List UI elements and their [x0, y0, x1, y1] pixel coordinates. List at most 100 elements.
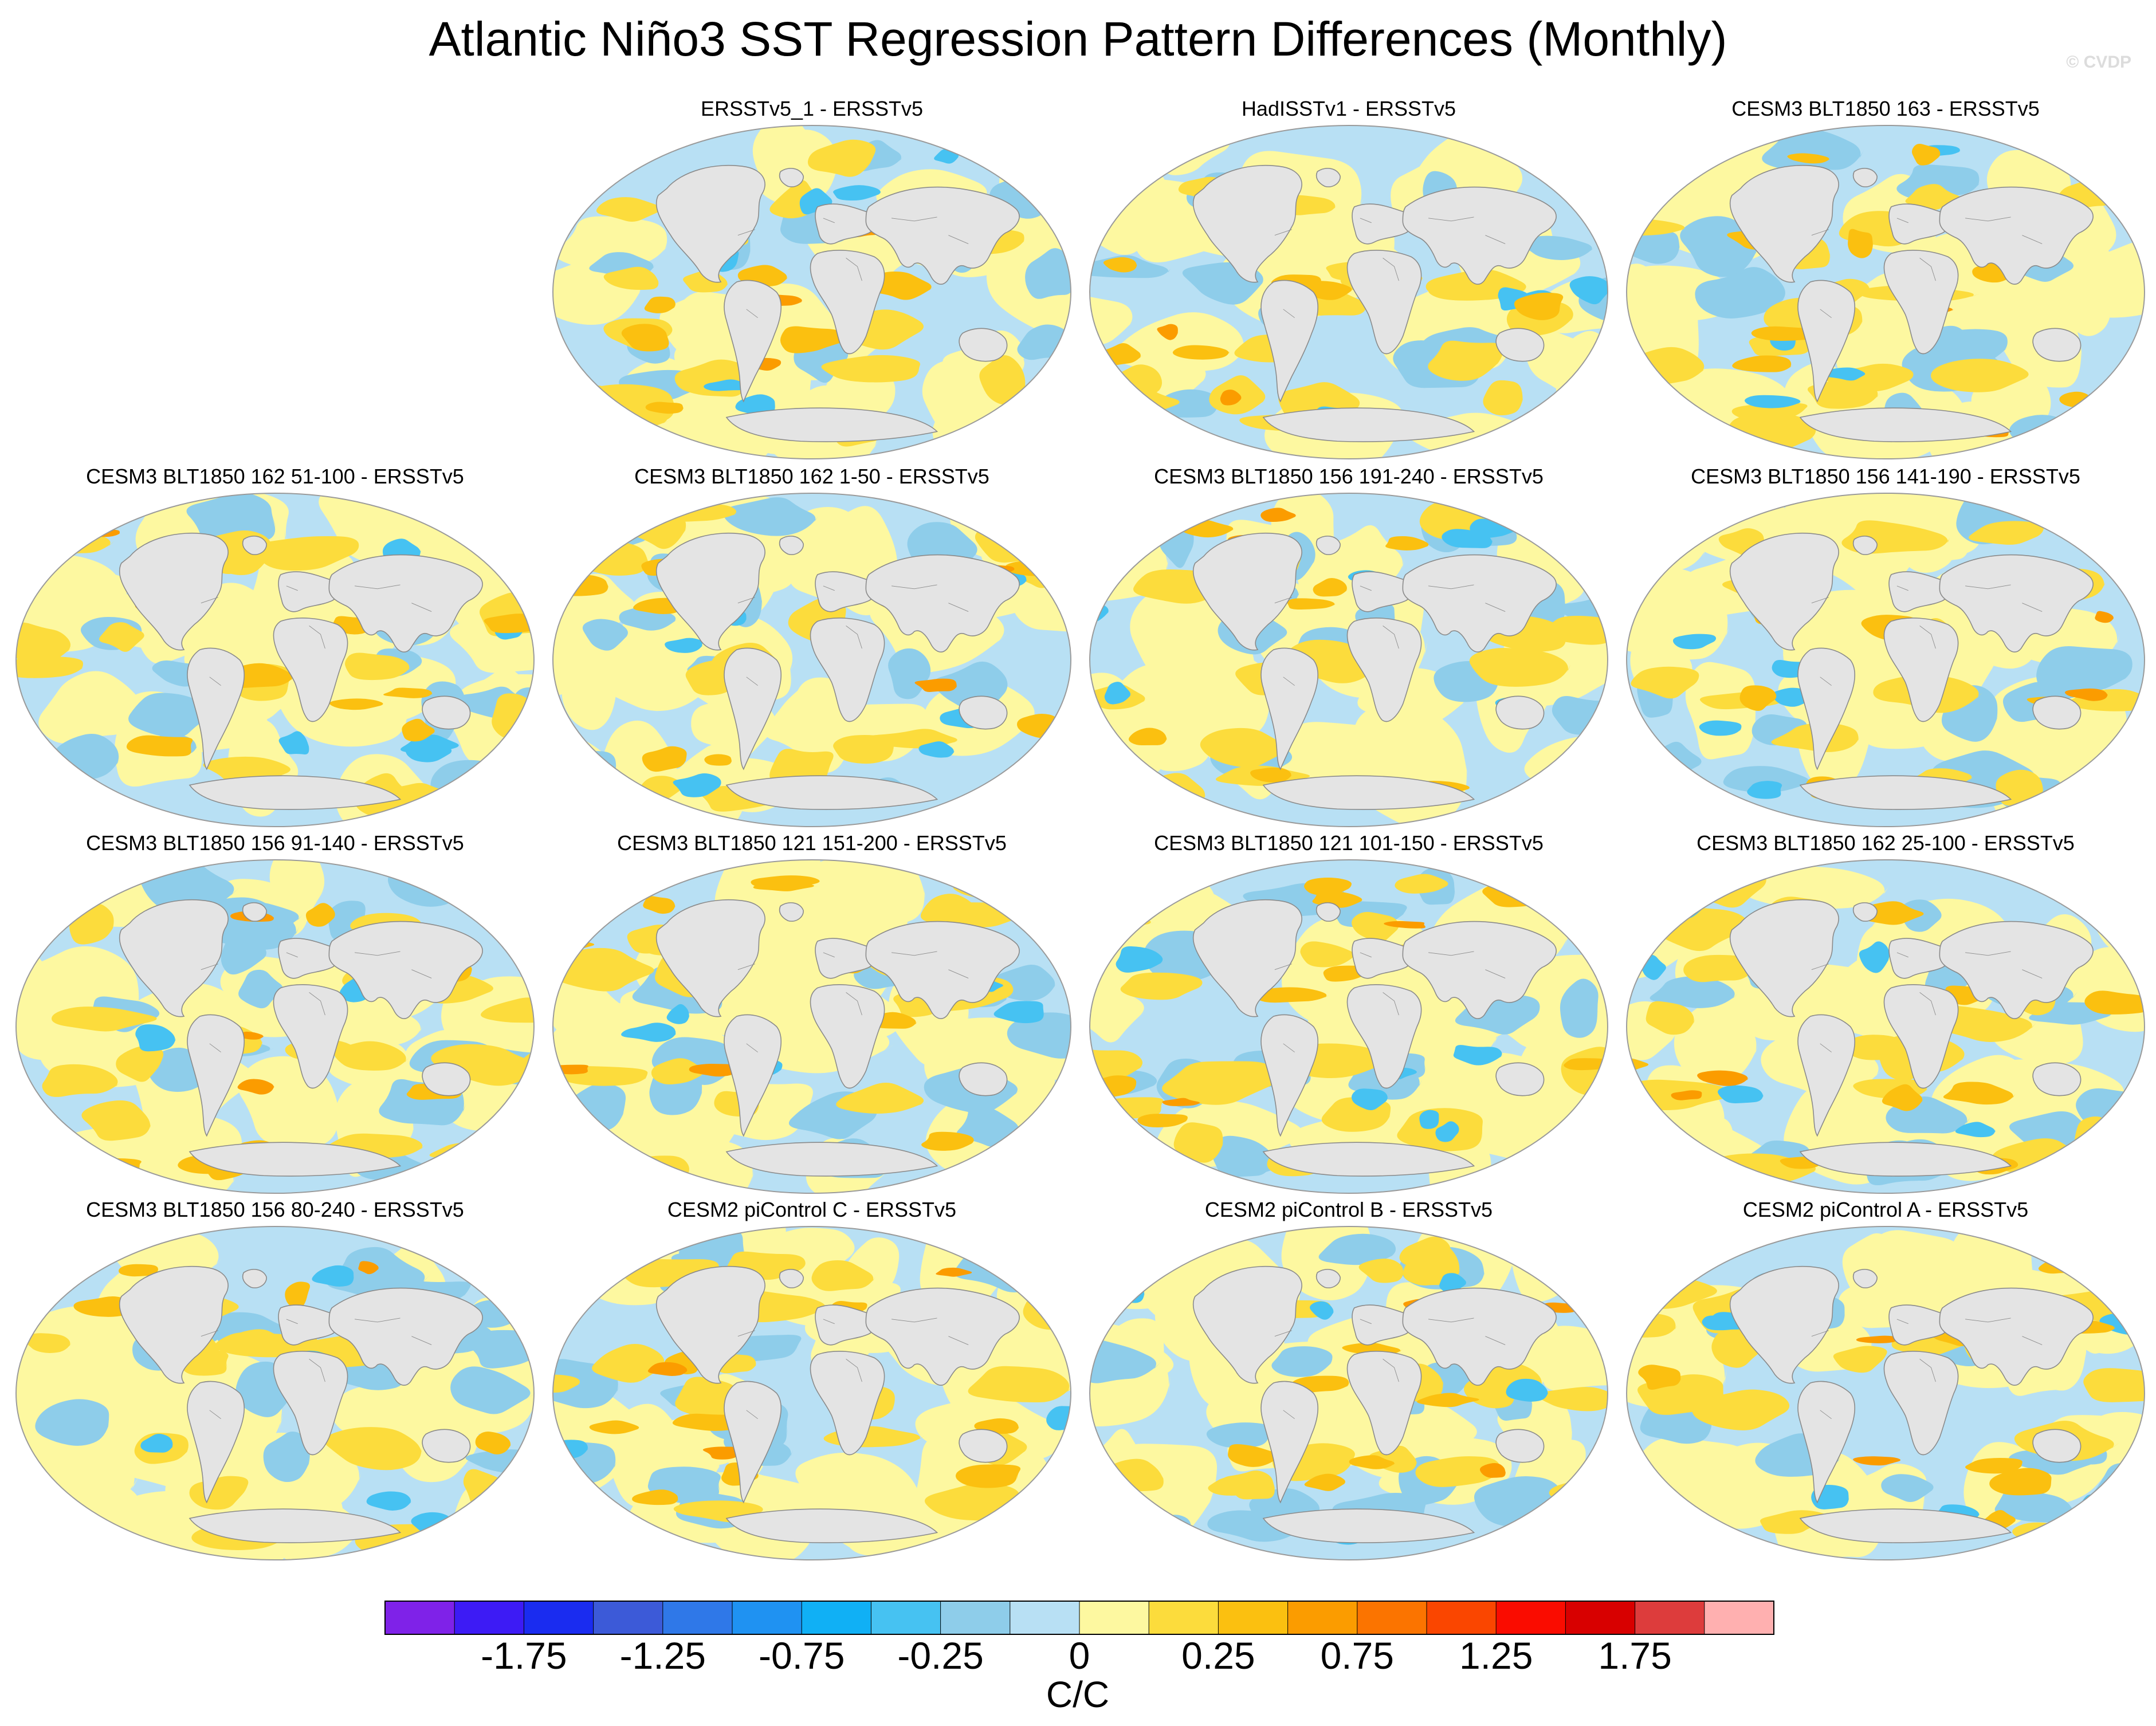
land-mass	[1346, 1351, 1422, 1456]
anomaly-contour	[645, 402, 684, 414]
anomaly-contour	[2089, 517, 2145, 536]
anomaly-contour	[450, 1366, 534, 1414]
land-mass	[1402, 186, 1557, 285]
land-border	[846, 992, 862, 1016]
anomaly-contour	[16, 1513, 74, 1539]
land-border	[286, 585, 298, 591]
land-border	[1965, 951, 2011, 956]
anomaly-contour	[305, 903, 336, 927]
anomaly-contour	[519, 529, 534, 544]
map-panel: CESM2 piControl C - ERSSTv5	[548, 1197, 1075, 1564]
anomaly-contour	[596, 197, 666, 222]
land-mass	[1402, 554, 1557, 652]
land-mass	[1799, 407, 2012, 442]
robinson-map	[1626, 859, 2145, 1194]
anomaly-contour	[1680, 216, 1759, 277]
map-outline	[552, 859, 1071, 1194]
land-mass	[1729, 533, 1839, 651]
anomaly-contour	[1025, 248, 1071, 299]
map-outline	[552, 1225, 1071, 1561]
colorbar-label: 1.75	[1598, 1634, 1672, 1677]
anomaly-contour	[1576, 926, 1608, 950]
anomaly-contour	[1000, 785, 1069, 827]
colorbar-units: C/C	[1046, 1674, 1110, 1715]
anomaly-contour	[285, 1281, 311, 1309]
anomaly-contour	[1251, 987, 1330, 1003]
map-panel: CESM3 BLT1850 156 191-240 - ERSSTv5	[1085, 464, 1612, 831]
colorbar-label: 0	[1069, 1634, 1090, 1677]
panel-title: CESM3 BLT1850 121 101-150 - ERSSTv5	[1154, 831, 1544, 855]
land-mass	[119, 1266, 229, 1384]
land-border	[1360, 585, 1372, 591]
anomaly-contour	[1469, 647, 1571, 687]
map-outline	[1626, 492, 2145, 828]
anomaly-contour	[1483, 380, 1523, 416]
anomaly-contour	[475, 1432, 512, 1454]
anomaly-contour	[936, 1267, 975, 1277]
anomaly-contour	[765, 683, 839, 760]
anomaly-contour	[1300, 941, 1357, 968]
anomaly-contour	[1419, 1110, 1439, 1129]
panel-title: CESM3 BLT1850 156 91-140 - ERSSTv5	[86, 831, 464, 855]
anomaly-contour	[1638, 1365, 1681, 1390]
anomaly-contour	[238, 969, 286, 1009]
anomaly-contour	[632, 1489, 678, 1505]
land-border	[1360, 1319, 1372, 1324]
land-mass	[1729, 1266, 1839, 1384]
anomaly-contour	[383, 687, 433, 698]
land-mass	[1192, 533, 1302, 651]
land-mass	[779, 168, 804, 187]
land-mass	[815, 203, 877, 245]
anomaly-contour	[914, 678, 957, 692]
anomaly-contour	[1560, 978, 1599, 1038]
land-mass	[2032, 1062, 2082, 1096]
anomaly-contour	[647, 1362, 688, 1376]
land-mass	[779, 1269, 804, 1288]
anomaly-contour	[644, 296, 677, 313]
anomaly-contour	[559, 383, 612, 421]
anomaly-contour	[1671, 1090, 1702, 1100]
land-border	[1811, 229, 1829, 236]
anomaly-contour	[1157, 324, 1179, 340]
land-mass	[1402, 921, 1557, 1019]
anomaly-contour	[1718, 1085, 1764, 1103]
anomaly-contour	[1856, 1335, 1899, 1343]
anomaly-contour	[1969, 521, 2044, 545]
anomaly-contour	[1304, 1473, 1347, 1491]
anomaly-contour	[1090, 756, 1135, 795]
anomaly-contour	[555, 216, 669, 269]
colorbar-swatch	[662, 1601, 733, 1634]
map-outline	[1626, 124, 2145, 460]
map-panel: CESM3 BLT1850 163 - ERSSTv5	[1622, 96, 2149, 463]
land-border	[1485, 603, 1506, 612]
anomaly-contour	[565, 786, 643, 821]
land-mass	[1852, 536, 1878, 555]
map-panel: CESM3 BLT1850 162 51-100 - ERSSTv5	[11, 464, 539, 831]
anomaly-contour	[1882, 1084, 1924, 1111]
anomaly-contour	[1535, 616, 1608, 645]
anomaly-contour	[1695, 267, 1789, 319]
land-mass	[865, 921, 1020, 1019]
land-mass	[1495, 695, 1545, 730]
anomaly-contour	[1428, 280, 1505, 301]
land-border	[746, 1410, 758, 1420]
land-border	[1896, 218, 1908, 223]
anomaly-contour	[52, 1006, 166, 1032]
panel-title: CESM3 BLT1850 156 141-190 - ERSSTv5	[1691, 465, 2080, 488]
anomaly-contour	[955, 1464, 1021, 1488]
land-mass	[810, 250, 885, 355]
colorbar-swatch	[871, 1601, 941, 1634]
anomaly-contour	[1633, 1129, 1662, 1141]
map-panel: CESM3 BLT1850 156 80-240 - ERSSTv5	[11, 1197, 539, 1564]
anomaly-contour	[41, 883, 103, 897]
anomaly-contour	[1287, 598, 1337, 610]
land-border	[737, 229, 755, 236]
land-mass	[1315, 1269, 1341, 1288]
colorbar-label: 0.75	[1320, 1634, 1395, 1677]
map-outline	[1089, 124, 1608, 460]
anomaly-contour	[1106, 421, 1140, 450]
anomaly-contour	[1318, 1233, 1398, 1265]
land-mass	[1799, 775, 2012, 810]
land-border	[201, 597, 218, 604]
anomaly-contour	[1103, 1280, 1145, 1303]
